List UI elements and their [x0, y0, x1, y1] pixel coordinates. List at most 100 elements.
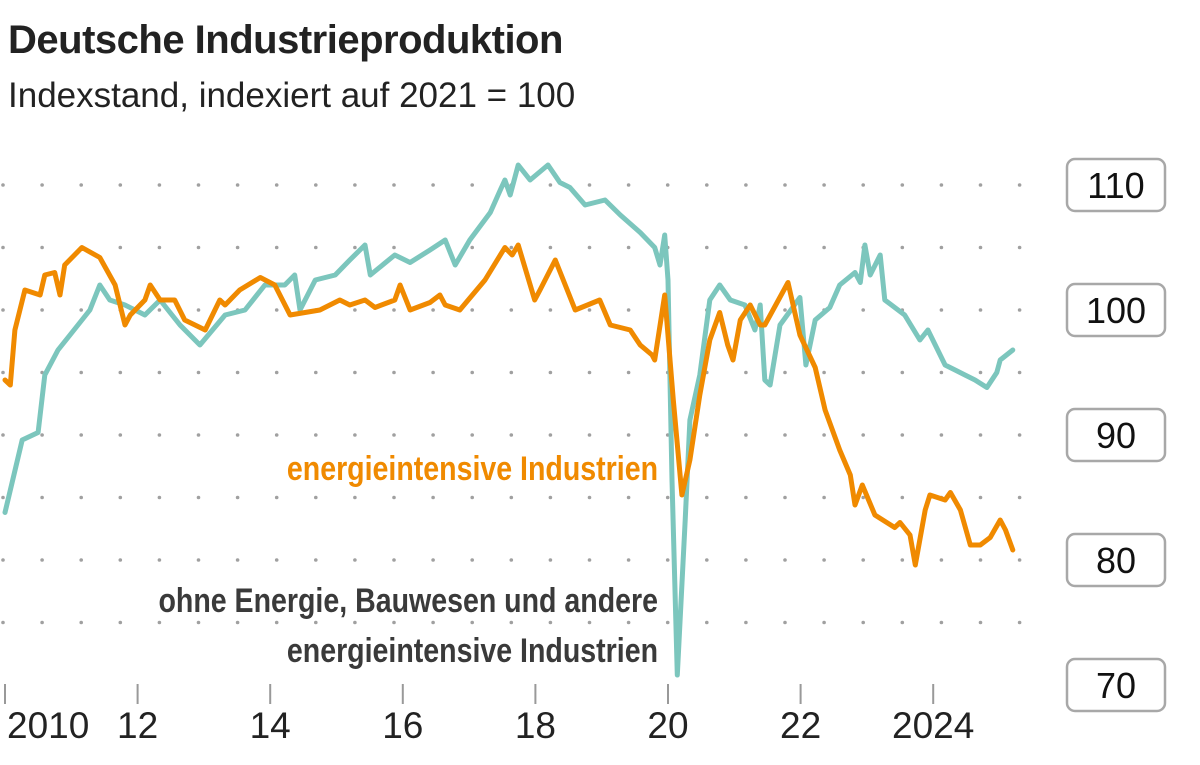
grid-dot: [587, 183, 592, 187]
grid-dot: [626, 558, 631, 562]
x-tick-label: 22: [780, 705, 821, 746]
grid-dot: [626, 183, 631, 187]
grid-dot: [1, 558, 5, 562]
grid-dot: [157, 183, 162, 187]
grid-dot: [978, 558, 983, 562]
grid-dot: [978, 495, 983, 500]
grid-dot: [1017, 183, 1022, 187]
series-label-group: energieintensive Industrien: [287, 450, 658, 488]
grid-dot: [900, 245, 905, 250]
grid-dot: [900, 370, 905, 375]
grid-dot: [79, 433, 83, 437]
grid-dot: [392, 495, 396, 500]
grid-dot: [274, 245, 279, 250]
grid-dot: [431, 433, 435, 437]
series-label-group: energieintensive Industrien: [287, 632, 658, 670]
grid-dot: [235, 370, 240, 375]
grid-dot: [1, 370, 5, 375]
grid-dot: [118, 433, 123, 437]
grid-dot: [822, 370, 826, 375]
grid-dot: [939, 370, 944, 375]
grid: [1, 183, 1022, 625]
grid-dot: [157, 308, 162, 312]
grid-dot: [353, 433, 357, 437]
grid-dot: [157, 558, 162, 562]
y-tick-box: [1065, 407, 1167, 463]
grid-dot: [548, 245, 553, 250]
grid-dot: [548, 370, 553, 375]
grid-dot: [353, 308, 357, 312]
grid-dot: [1017, 370, 1022, 375]
grid-dot: [705, 558, 709, 562]
grid-dot: [40, 183, 44, 187]
grid-dot: [314, 370, 318, 375]
grid-dot: [978, 183, 983, 187]
grid-dot: [548, 620, 553, 625]
grid-dot: [1017, 495, 1022, 500]
grid-dot: [509, 245, 514, 250]
grid-dot: [196, 558, 201, 562]
grid-dot: [431, 558, 435, 562]
grid-dot: [392, 433, 396, 437]
y-tick-label: 90: [1096, 415, 1136, 456]
grid-dot: [40, 308, 44, 312]
grid-dot: [626, 308, 631, 312]
grid-dot: [40, 433, 44, 437]
grid-dot: [861, 183, 865, 187]
grid-dot: [431, 495, 435, 500]
grid-dot: [548, 558, 553, 562]
grid-dot: [157, 620, 162, 625]
grid-dot: [861, 433, 865, 437]
grid-dot: [587, 433, 592, 437]
grid-dot: [235, 620, 240, 625]
grid-dot: [314, 433, 318, 437]
grid-dot: [392, 245, 396, 250]
grid-dot: [665, 183, 670, 187]
grid-dot: [40, 558, 44, 562]
grid-dot: [587, 308, 592, 312]
grid-dot: [626, 245, 631, 250]
grid-dot: [196, 245, 201, 250]
grid-dot: [40, 620, 44, 625]
grid-dot: [744, 245, 748, 250]
x-tick-label: 18: [515, 705, 556, 746]
grid-dot: [744, 433, 748, 437]
grid-dot: [314, 245, 318, 250]
grid-dot: [939, 245, 944, 250]
grid-dot: [587, 370, 592, 375]
grid-dot: [431, 183, 435, 187]
grid-dot: [861, 370, 865, 375]
grid-dot: [196, 183, 201, 187]
grid-dot: [79, 183, 83, 187]
grid-dot: [196, 308, 201, 312]
grid-dot: [665, 495, 670, 500]
grid-dot: [626, 495, 631, 500]
chart-title: Deutsche Industrieproduktion: [8, 18, 563, 62]
grid-dot: [1, 495, 5, 500]
grid-dot: [822, 433, 826, 437]
grid-dot: [431, 308, 435, 312]
grid-dot: [235, 495, 240, 500]
grid-dot: [314, 183, 318, 187]
grid-dot: [705, 620, 709, 625]
grid-dot: [509, 308, 514, 312]
grid-dot: [470, 495, 475, 500]
grid-dot: [353, 558, 357, 562]
grid-dot: [900, 558, 905, 562]
grid-dot: [978, 245, 983, 250]
series-labels: ohne Energie, Bauwesen und andere energie…: [158, 450, 658, 670]
grid-dot: [79, 308, 83, 312]
grid-dot: [392, 370, 396, 375]
grid-dot: [939, 308, 944, 312]
grid-dot: [626, 370, 631, 375]
grid-dot: [1017, 245, 1022, 250]
grid-dot: [665, 620, 670, 625]
grid-dot: [392, 558, 396, 562]
grid-dot: [822, 183, 826, 187]
grid-dot: [118, 370, 123, 375]
grid-dot: [744, 370, 748, 375]
grid-dot: [978, 433, 983, 437]
grid-dot: [509, 620, 514, 625]
grid-dot: [470, 370, 475, 375]
